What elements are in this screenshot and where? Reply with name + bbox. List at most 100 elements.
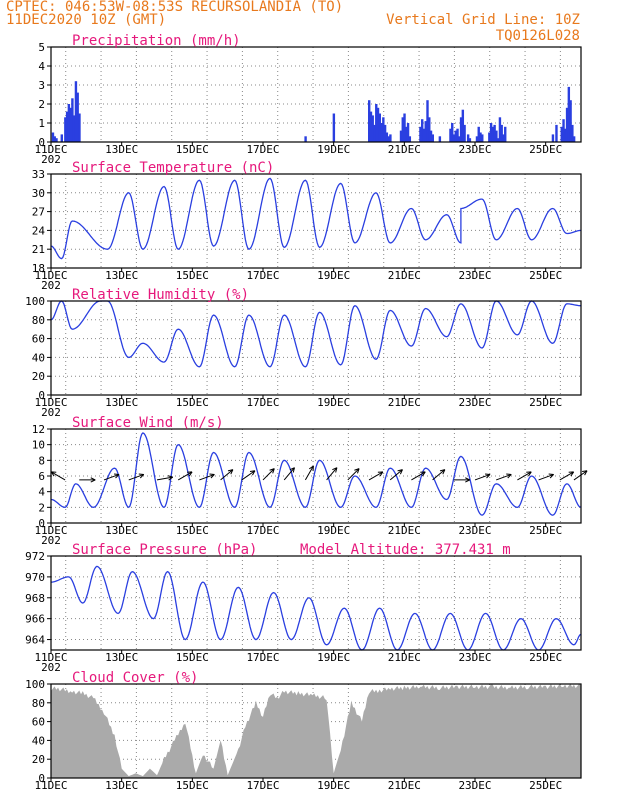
x-tick-label: 17DEC (246, 269, 279, 282)
x-tick-label: 13DEC (105, 779, 138, 792)
wind-arrow-head (335, 467, 338, 473)
wind-arrow (304, 465, 314, 481)
precip-bar (429, 130, 433, 142)
wind-y-tick-label: 8 (38, 454, 45, 467)
precip-bar (401, 117, 404, 142)
wind-arrow-head (465, 477, 471, 481)
precip-bar (378, 113, 381, 142)
cloud-cover-y-tick-label: 20 (32, 753, 45, 766)
pressure-y-tick-label: 968 (25, 592, 45, 605)
wind-arrow (283, 467, 295, 481)
precip-bar (569, 100, 572, 142)
precip-bar (78, 113, 81, 142)
wind-arrow-head (210, 474, 215, 479)
precip-bar (419, 126, 422, 142)
wind-arrow-head (507, 474, 512, 479)
pressure-y-tick-label: 970 (25, 571, 45, 584)
x-tick-label: 25DEC (529, 779, 562, 792)
wind-arrow-shaft (304, 465, 314, 481)
precip-bar (53, 136, 56, 142)
wind-arrow (496, 473, 512, 481)
wind-arrow (517, 471, 532, 481)
wind-arrow-head (442, 469, 446, 475)
precip-bar (572, 136, 576, 142)
precip-bar (380, 123, 383, 142)
precip-bar (422, 128, 426, 142)
x-tick-label: 11DEC (34, 143, 67, 156)
wind-arrow-head (397, 469, 403, 472)
wind-arrow-head (584, 470, 588, 476)
x-tick-label: 15DEC (176, 651, 209, 664)
precip-bar (452, 134, 456, 142)
wind-arrow-head (465, 479, 471, 483)
x-year-label: 202 (41, 406, 61, 419)
precip-bar (373, 124, 376, 142)
wind-arrow-shaft (103, 473, 120, 481)
pressure-y-tick-label: 966 (25, 613, 45, 626)
wind-arrow-head (227, 469, 233, 472)
precip-bar (475, 136, 479, 142)
precip-bar (369, 111, 373, 142)
precip-bar (498, 117, 502, 142)
cloud-cover-y-tick-label: 100 (25, 678, 45, 691)
x-tick-label: 25DEC (529, 143, 562, 156)
wind-arrow-shaft (389, 469, 403, 481)
precip-bar (481, 134, 484, 142)
wind-y-tick-label: 6 (38, 470, 45, 483)
humidity-y-tick-label: 40 (32, 351, 45, 364)
wind-arrow (347, 468, 360, 481)
precip-bar (375, 104, 378, 142)
precip-bar (502, 134, 505, 142)
wind-arrow (559, 471, 575, 481)
x-tick-label: 15DEC (176, 524, 209, 537)
wind-arrow-head (485, 473, 491, 475)
wind-frame (50, 428, 582, 524)
x-tick-label: 21DEC (388, 396, 421, 409)
x-tick-label: 21DEC (388, 779, 421, 792)
temperature-y-tick-label: 30 (32, 187, 45, 200)
pressure-line (51, 565, 582, 651)
precip-bar (555, 124, 558, 142)
precip-bar (426, 100, 429, 142)
x-tick-label: 23DEC (458, 143, 491, 156)
wind-line (50, 432, 582, 516)
wind-arrow (453, 477, 471, 483)
pressure-title: Surface Pressure (hPa) (72, 542, 257, 558)
x-tick-label: 25DEC (529, 651, 562, 664)
x-tick-label: 23DEC (458, 651, 491, 664)
precip-bar (387, 136, 390, 142)
precip-bar (382, 117, 385, 142)
wind-arrow-head (354, 468, 360, 471)
wind-arrow (262, 468, 275, 481)
wind-arrow-head (356, 468, 360, 474)
x-tick-label: 15DEC (176, 396, 209, 409)
precip-bar (51, 132, 55, 142)
x-year-label: 202 (41, 534, 61, 547)
wind-arrow-head (209, 473, 215, 475)
humidity-y-tick-label: 60 (32, 333, 45, 346)
x-tick-label: 11DEC (34, 396, 67, 409)
wind-arrow-head (308, 465, 314, 470)
x-tick-label: 17DEC (246, 779, 279, 792)
precip-bar (376, 107, 380, 142)
wind-arrow-shaft (220, 469, 234, 481)
precip-bar (466, 134, 470, 142)
temperature-y-tick-label: 18 (32, 262, 45, 275)
temperature-title: Surface Temperature (nC) (72, 160, 274, 176)
precip-bar (399, 130, 403, 142)
precip-bar (304, 136, 307, 142)
x-tick-label: 17DEC (246, 524, 279, 537)
wind-y-tick-label: 0 (38, 517, 45, 530)
precip-bar (488, 132, 491, 142)
wind-arrow-shaft (559, 471, 574, 481)
x-tick-label: 11DEC (34, 779, 67, 792)
x-tick-label: 25DEC (529, 269, 562, 282)
x-tick-label: 11DEC (34, 651, 67, 664)
x-tick-label: 23DEC (458, 269, 491, 282)
wind-arrow (241, 470, 256, 481)
precip-bar (406, 123, 410, 142)
wind-arrow-head (230, 469, 234, 475)
precip-bar (383, 124, 387, 142)
